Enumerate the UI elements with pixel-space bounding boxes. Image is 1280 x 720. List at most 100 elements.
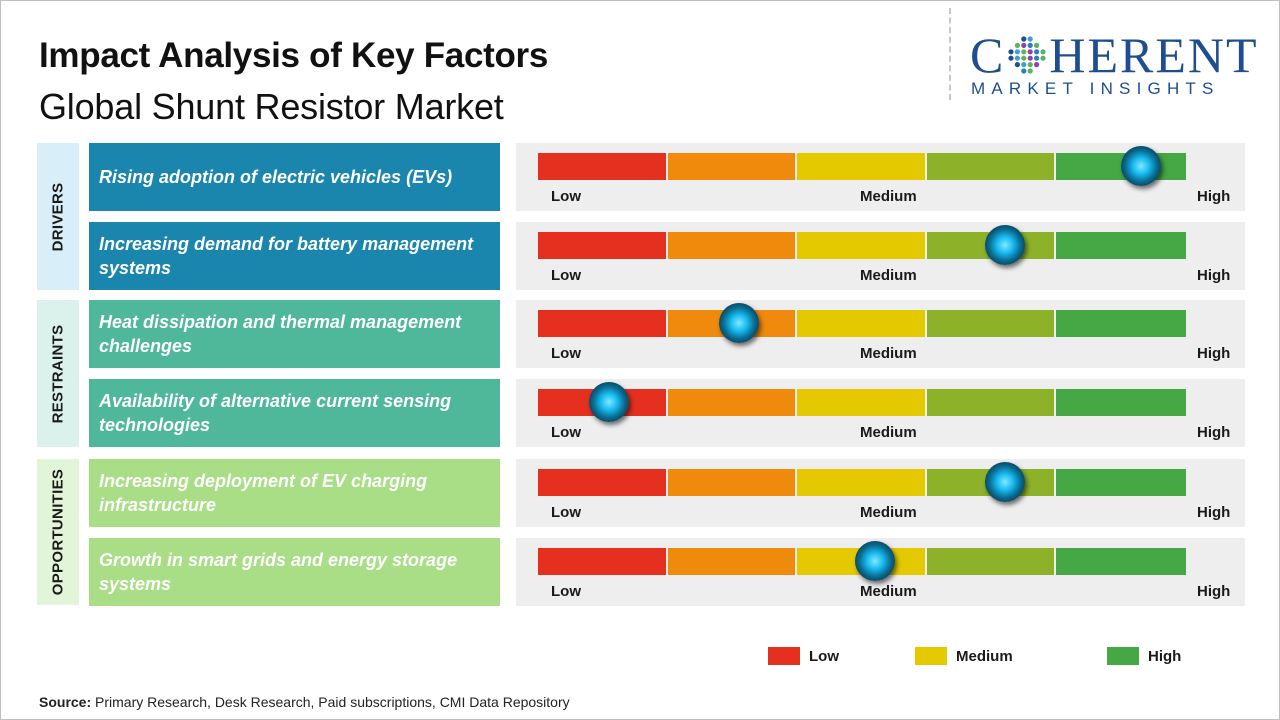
scale-label-low: Low bbox=[551, 583, 581, 600]
gauge-segment bbox=[667, 232, 796, 259]
legend-swatch-low bbox=[768, 647, 800, 665]
scale-label-low: Low bbox=[551, 504, 581, 521]
logo-dot bbox=[1021, 42, 1027, 48]
logo-dot bbox=[1008, 49, 1014, 55]
gauge-segment bbox=[1056, 310, 1186, 337]
logo-dot bbox=[1008, 55, 1014, 61]
logo-dot bbox=[1034, 55, 1040, 61]
category-opportunities: OPPORTUNITIES bbox=[37, 459, 79, 605]
legend-label-medium: Medium bbox=[956, 647, 1013, 665]
logo-dot bbox=[1021, 49, 1027, 55]
impact-marker bbox=[1120, 146, 1161, 186]
gauge-segment bbox=[538, 310, 666, 337]
legend-label-high: High bbox=[1148, 647, 1182, 665]
source-text: Primary Research, Desk Research, Paid su… bbox=[91, 694, 570, 710]
logo-dot bbox=[1027, 62, 1034, 68]
logo-dot bbox=[1015, 55, 1021, 61]
category-restraints: RESTRAINTS bbox=[37, 300, 79, 447]
scale-label-high: High bbox=[1197, 267, 1231, 284]
scale-label-medium: Medium bbox=[860, 424, 917, 441]
scale-label-high: High bbox=[1197, 504, 1231, 521]
logo-dot bbox=[1021, 36, 1027, 42]
legend-swatch-medium bbox=[915, 647, 947, 665]
legend-label-low: Low bbox=[809, 647, 839, 665]
logo-dot bbox=[1034, 42, 1040, 48]
source-prefix: Source: bbox=[39, 694, 92, 710]
factor-label: Rising adoption of electric vehicles (EV… bbox=[89, 143, 500, 211]
scale-label-medium: Medium bbox=[860, 267, 917, 284]
gauge-segment bbox=[926, 548, 1055, 575]
scale-label-low: Low bbox=[551, 267, 581, 284]
logo-dot bbox=[1021, 68, 1027, 74]
logo-dot bbox=[1021, 55, 1027, 61]
scale-label-medium: Medium bbox=[860, 583, 917, 600]
logo-dot bbox=[1027, 36, 1034, 42]
scale-label-high: High bbox=[1197, 345, 1231, 362]
logo-dot bbox=[1021, 62, 1027, 68]
scale-label-high: High bbox=[1197, 188, 1231, 205]
legend-item-low: Low bbox=[768, 647, 839, 665]
scale-label-medium: Medium bbox=[860, 188, 917, 205]
factor-label: Increasing demand for battery management… bbox=[89, 222, 500, 290]
logo-dots-icon bbox=[1008, 36, 1046, 74]
gauge-segment bbox=[797, 232, 925, 259]
legend-item-high: High bbox=[1107, 647, 1181, 665]
gauge-segment bbox=[667, 469, 796, 496]
gauge-segment bbox=[667, 153, 796, 180]
gauge-segment bbox=[926, 153, 1055, 180]
scale-label-low: Low bbox=[551, 424, 581, 441]
gauge-segment bbox=[926, 389, 1055, 416]
logo-letter-c: C bbox=[970, 27, 1006, 83]
impact-bar-panel: Low Medium High bbox=[516, 300, 1245, 368]
company-logo: C HERENT bbox=[970, 30, 1259, 80]
gauge-segment bbox=[538, 548, 666, 575]
logo-dot bbox=[1040, 49, 1046, 55]
impact-gauge bbox=[538, 382, 1186, 422]
gauge-segment bbox=[926, 310, 1055, 337]
category-label-opportunities: OPPORTUNITIES bbox=[49, 468, 67, 596]
impact-marker bbox=[984, 462, 1025, 502]
gauge-segment bbox=[1056, 389, 1186, 416]
impact-marker bbox=[984, 225, 1025, 265]
gauge-segment bbox=[538, 469, 666, 496]
chart-subtitle: Global Shunt Resistor Market bbox=[39, 86, 504, 127]
impact-marker bbox=[589, 382, 630, 422]
factor-label: Heat dissipation and thermal management … bbox=[89, 300, 500, 368]
impact-marker bbox=[854, 541, 895, 581]
logo-dot bbox=[1027, 68, 1034, 74]
impact-bar-panel: Low Medium High bbox=[516, 379, 1245, 447]
impact-bar-panel: Low Medium High bbox=[516, 222, 1245, 290]
category-label-restraints: RESTRAINTS bbox=[49, 324, 67, 423]
scale-label-low: Low bbox=[551, 188, 581, 205]
factor-label: Increasing deployment of EV charging inf… bbox=[89, 459, 500, 527]
impact-bar-panel: Low Medium High bbox=[516, 459, 1245, 527]
logo-dot bbox=[1034, 49, 1040, 55]
logo-dot bbox=[1034, 62, 1040, 68]
logo-dot bbox=[1027, 49, 1034, 55]
gauge-segment bbox=[667, 548, 796, 575]
logo-dot bbox=[1015, 49, 1021, 55]
scale-label-high: High bbox=[1197, 424, 1231, 441]
gauge-segment bbox=[797, 389, 925, 416]
gauge-segment bbox=[1056, 469, 1186, 496]
impact-bar-panel: Low Medium High bbox=[516, 143, 1245, 211]
impact-gauge bbox=[538, 303, 1186, 343]
impact-gauge bbox=[538, 225, 1186, 265]
gauge-segment bbox=[1056, 548, 1186, 575]
logo-dot bbox=[1015, 62, 1021, 68]
logo-dot bbox=[1015, 42, 1021, 48]
gauge-segment bbox=[538, 153, 666, 180]
category-drivers: DRIVERS bbox=[37, 143, 79, 290]
scale-label-low: Low bbox=[551, 345, 581, 362]
gauge-segment bbox=[1056, 232, 1186, 259]
legend-item-medium: Medium bbox=[915, 647, 1013, 665]
scale-label-medium: Medium bbox=[860, 504, 917, 521]
logo-tagline: MARKET INSIGHTS bbox=[971, 79, 1220, 98]
legend-swatch-high bbox=[1107, 647, 1139, 665]
gauge-segment bbox=[538, 232, 666, 259]
gauge-segment bbox=[797, 153, 925, 180]
impact-marker bbox=[718, 303, 759, 343]
factor-label: Growth in smart grids and energy storage… bbox=[89, 538, 500, 606]
source-note: Source: Primary Research, Desk Research,… bbox=[39, 694, 570, 710]
scale-label-high: High bbox=[1197, 583, 1231, 600]
